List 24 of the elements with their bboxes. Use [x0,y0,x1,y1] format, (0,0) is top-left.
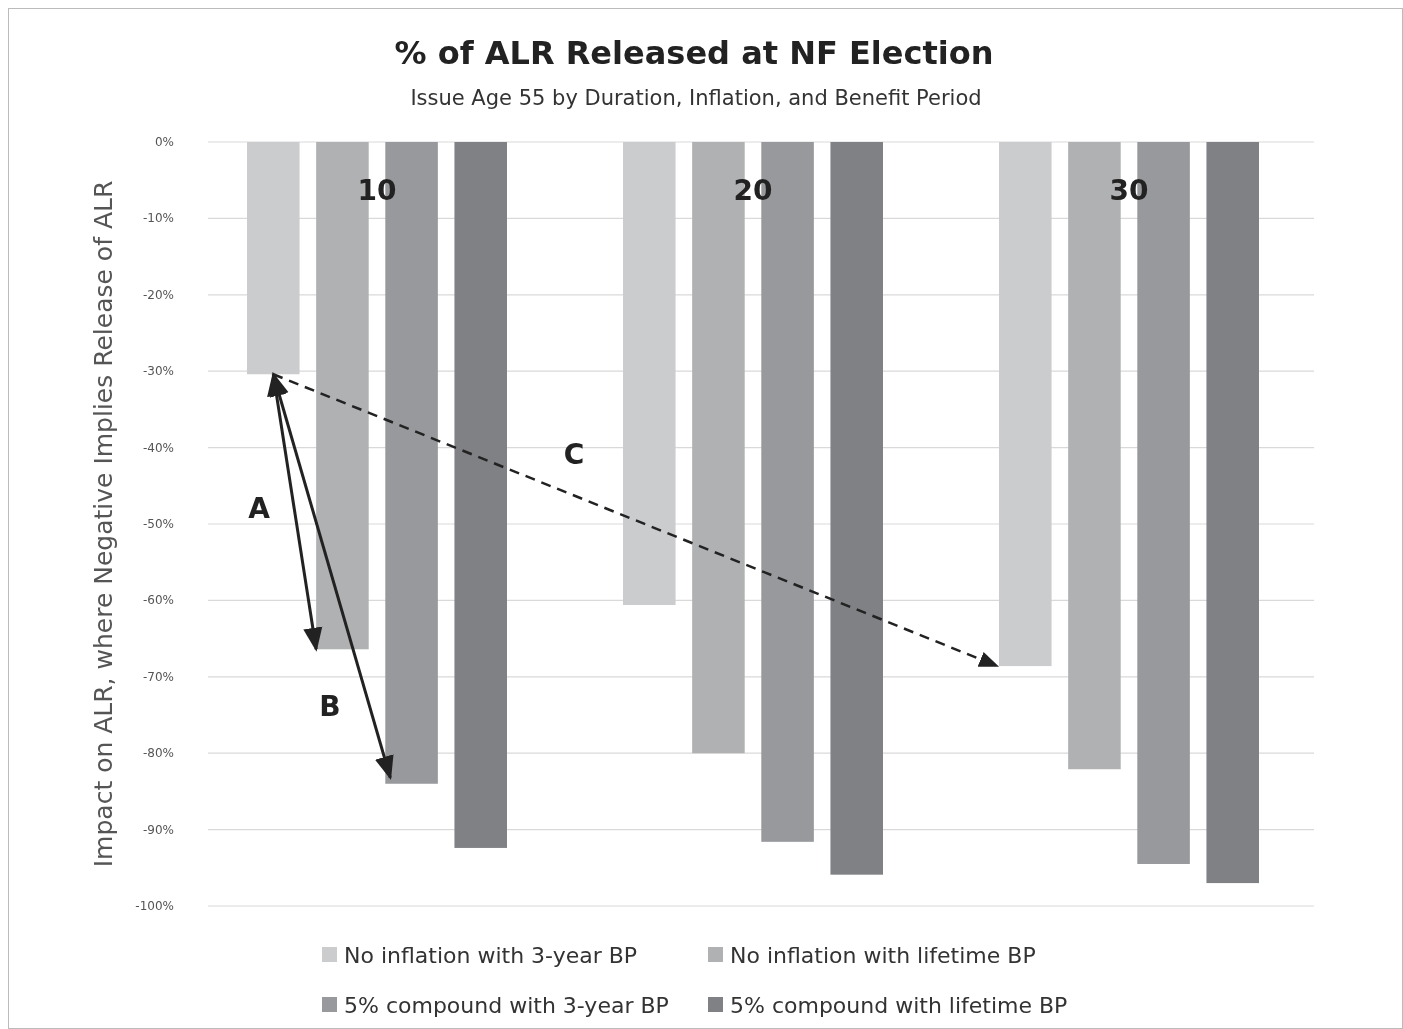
y-tick-label: 0% [154,135,174,149]
y-tick-label: -90% [142,822,174,837]
y-tick-label: -70% [142,669,174,684]
y-tick-label: -60% [142,593,174,608]
chart-subtitle: Issue Age 55 by Duration, Inflation, and Benefit Period [410,86,982,110]
y-tick-label: -40% [142,440,174,455]
annotation: C [563,438,585,471]
legend-label: No inflation with lifetime BP [730,943,1036,968]
annotation: B [319,690,341,723]
x-tick-label: 10 [357,174,397,207]
x-tick-label: 30 [1109,174,1149,207]
annotation: A [248,492,271,525]
y-tick-label: -80% [142,746,174,761]
legend-label: 5% compound with lifetime BP [730,993,1068,1018]
chart-title: % of ALR Released at NF Election [394,34,994,72]
y-axis-title: Impact on ALR, where Negative Implies Release of ALR [89,180,118,868]
y-tick-label: -50% [142,517,174,531]
legend-label: 5% compound with 3-year BP [344,993,669,1018]
x-tick-label: 20 [733,174,773,207]
y-tick-label: -100% [135,899,174,913]
y-tick-label: -20% [142,287,174,302]
y-tick-label: -30% [142,364,174,379]
legend-label: No inflation with 3-year BP [344,943,638,968]
y-tick-label: -10% [142,211,174,226]
